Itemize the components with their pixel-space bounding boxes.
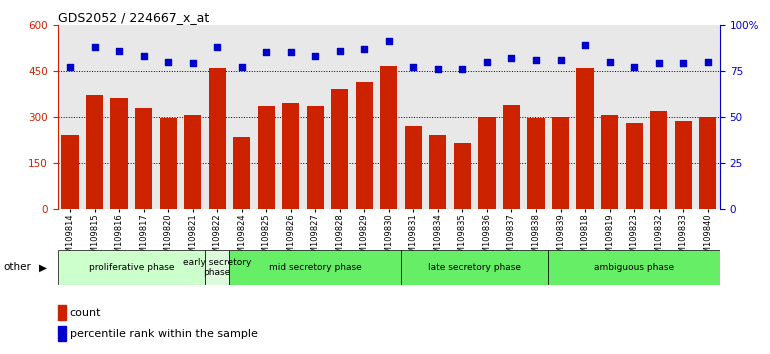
Bar — [625, 123, 643, 209]
Point — [383, 39, 395, 44]
Point — [333, 48, 346, 53]
Bar — [110, 98, 128, 209]
Point — [628, 64, 641, 70]
Point — [480, 59, 493, 64]
Bar — [454, 143, 471, 209]
Bar — [159, 118, 176, 209]
Point — [701, 59, 714, 64]
Bar — [258, 106, 275, 209]
Bar — [62, 135, 79, 209]
Bar — [86, 95, 103, 209]
Text: other: other — [4, 262, 32, 272]
Bar — [380, 66, 397, 209]
Bar — [675, 121, 691, 209]
Point — [677, 61, 689, 66]
Bar — [306, 106, 324, 209]
Bar — [209, 68, 226, 209]
Point — [211, 44, 223, 50]
Point — [285, 50, 297, 55]
Text: count: count — [69, 308, 101, 318]
Point — [457, 66, 469, 72]
Point — [579, 42, 591, 48]
Bar — [233, 137, 250, 209]
Bar — [548, 250, 720, 285]
Point — [309, 53, 321, 59]
Bar — [401, 250, 548, 285]
Point — [530, 57, 542, 63]
Point — [113, 48, 126, 53]
Bar — [58, 250, 205, 285]
Point — [505, 55, 517, 61]
Point — [186, 61, 199, 66]
Point — [64, 64, 76, 70]
Bar — [430, 135, 447, 209]
Point — [652, 61, 665, 66]
Point — [407, 64, 420, 70]
Bar — [650, 111, 668, 209]
Bar — [699, 117, 716, 209]
Bar — [58, 326, 65, 341]
Bar — [503, 104, 520, 209]
Bar — [184, 115, 201, 209]
Bar — [552, 117, 569, 209]
Bar — [527, 118, 544, 209]
Text: GDS2052 / 224667_x_at: GDS2052 / 224667_x_at — [58, 11, 209, 24]
Point — [260, 50, 273, 55]
Point — [358, 46, 370, 52]
Bar — [282, 103, 300, 209]
Bar — [229, 250, 401, 285]
Point — [432, 66, 444, 72]
Point — [137, 53, 149, 59]
Point — [554, 57, 567, 63]
Point — [89, 44, 101, 50]
Bar — [135, 108, 152, 209]
Bar — [478, 117, 496, 209]
Bar — [356, 81, 373, 209]
Point — [236, 64, 248, 70]
Bar — [58, 305, 65, 320]
Text: early secretory
phase: early secretory phase — [183, 258, 251, 277]
Bar — [601, 115, 618, 209]
Bar — [577, 68, 594, 209]
Text: ▶: ▶ — [38, 262, 46, 272]
Text: proliferative phase: proliferative phase — [89, 263, 174, 272]
Point — [162, 59, 174, 64]
Point — [604, 59, 616, 64]
Bar — [405, 126, 422, 209]
Text: ambiguous phase: ambiguous phase — [594, 263, 675, 272]
Text: mid secretory phase: mid secretory phase — [269, 263, 362, 272]
Text: late secretory phase: late secretory phase — [428, 263, 521, 272]
Bar — [331, 89, 348, 209]
Bar — [205, 250, 229, 285]
Text: percentile rank within the sample: percentile rank within the sample — [69, 329, 257, 339]
